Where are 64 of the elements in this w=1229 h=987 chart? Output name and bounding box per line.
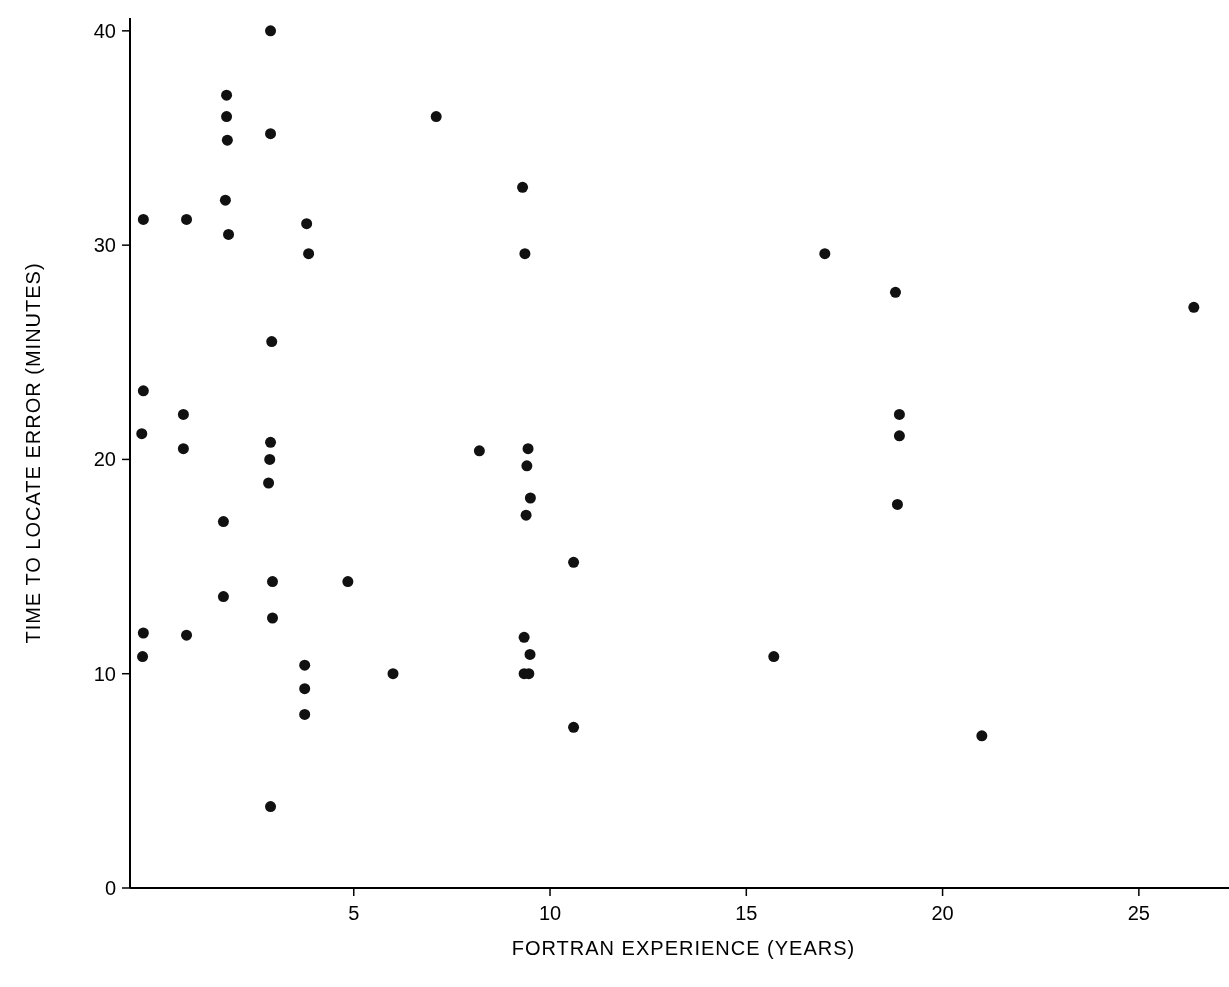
- point: [299, 683, 311, 695]
- point: [266, 336, 278, 348]
- point: [217, 591, 229, 603]
- point: [568, 721, 580, 733]
- y-tick-label: 40: [93, 19, 116, 42]
- point: [517, 181, 529, 193]
- point: [430, 111, 442, 123]
- point: [889, 286, 901, 298]
- point: [301, 218, 313, 230]
- x-tick-label: 25: [1127, 902, 1150, 924]
- point: [303, 248, 315, 260]
- point: [181, 213, 193, 225]
- point: [819, 248, 831, 260]
- point: [219, 194, 231, 206]
- x-tick-label: 5: [348, 902, 360, 924]
- y-tick-label: 30: [93, 234, 116, 257]
- x-tick-label: 20: [931, 902, 954, 924]
- point: [893, 430, 905, 442]
- point: [265, 128, 277, 140]
- point: [387, 668, 399, 680]
- point: [137, 651, 149, 663]
- point: [177, 408, 189, 420]
- point: [473, 445, 485, 457]
- y-axis-title: TIME TO LOCATE ERROR (MINUTES): [22, 262, 44, 644]
- point: [265, 25, 277, 37]
- point: [521, 460, 533, 472]
- point: [976, 730, 988, 742]
- point: [221, 134, 233, 146]
- y-tick-label: 0: [104, 877, 116, 899]
- y-tick-label: 20: [93, 448, 116, 471]
- point: [137, 627, 149, 639]
- x-tick-label: 15: [735, 902, 758, 924]
- point: [265, 801, 277, 813]
- x-axis-title: FORTRAN EXPERIENCE (YEARS): [511, 937, 856, 959]
- point: [181, 629, 193, 641]
- point: [263, 477, 275, 489]
- point: [264, 453, 276, 465]
- y-tick-label: 10: [93, 662, 116, 685]
- point: [893, 408, 905, 420]
- point: [299, 708, 311, 720]
- point: [267, 612, 278, 624]
- point: [299, 659, 311, 671]
- point: [137, 213, 149, 225]
- point: [221, 111, 233, 123]
- point: [524, 648, 536, 660]
- point: [223, 228, 235, 240]
- point: [891, 498, 903, 510]
- x-tick-label: 10: [538, 902, 562, 924]
- point: [524, 492, 536, 504]
- point: [520, 509, 532, 521]
- point: [137, 385, 149, 397]
- point: [1188, 301, 1200, 313]
- point: [177, 443, 189, 455]
- point: [768, 651, 780, 663]
- point: [342, 576, 354, 588]
- point: [221, 89, 233, 101]
- point: [519, 248, 531, 260]
- point: [267, 576, 278, 588]
- point: [518, 631, 530, 643]
- point: [265, 436, 277, 448]
- point: [217, 516, 229, 528]
- point: [136, 428, 148, 440]
- point: [522, 443, 534, 455]
- point: [568, 556, 580, 568]
